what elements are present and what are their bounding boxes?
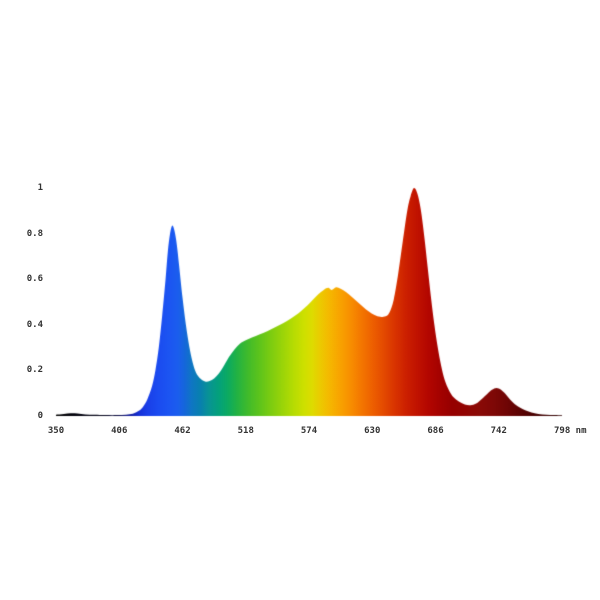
y-axis-tick-label: 0.2: [26, 365, 43, 376]
x-axis-tick-label: 742: [490, 426, 507, 436]
x-axis-tick-label: 462: [174, 426, 191, 436]
x-axis-tick-label: 798 nm: [554, 426, 587, 436]
x-axis-tick-label: 630: [364, 426, 381, 436]
x-axis-tick-label: 686: [427, 426, 444, 436]
x-axis-tick-label: 574: [300, 426, 318, 436]
y-axis-tick-label: 0.8: [26, 228, 43, 239]
y-axis-tick-label: 0.4: [26, 319, 43, 330]
y-axis-tick-label: 1: [37, 183, 43, 193]
y-axis-tick-label: 0.6: [26, 274, 43, 285]
x-axis-tick-label: 350: [47, 426, 65, 436]
x-axis-tick-label: 518: [237, 426, 254, 436]
y-axis-tick-label: 0: [37, 411, 43, 421]
x-axis-tick-label: 406: [111, 426, 128, 436]
